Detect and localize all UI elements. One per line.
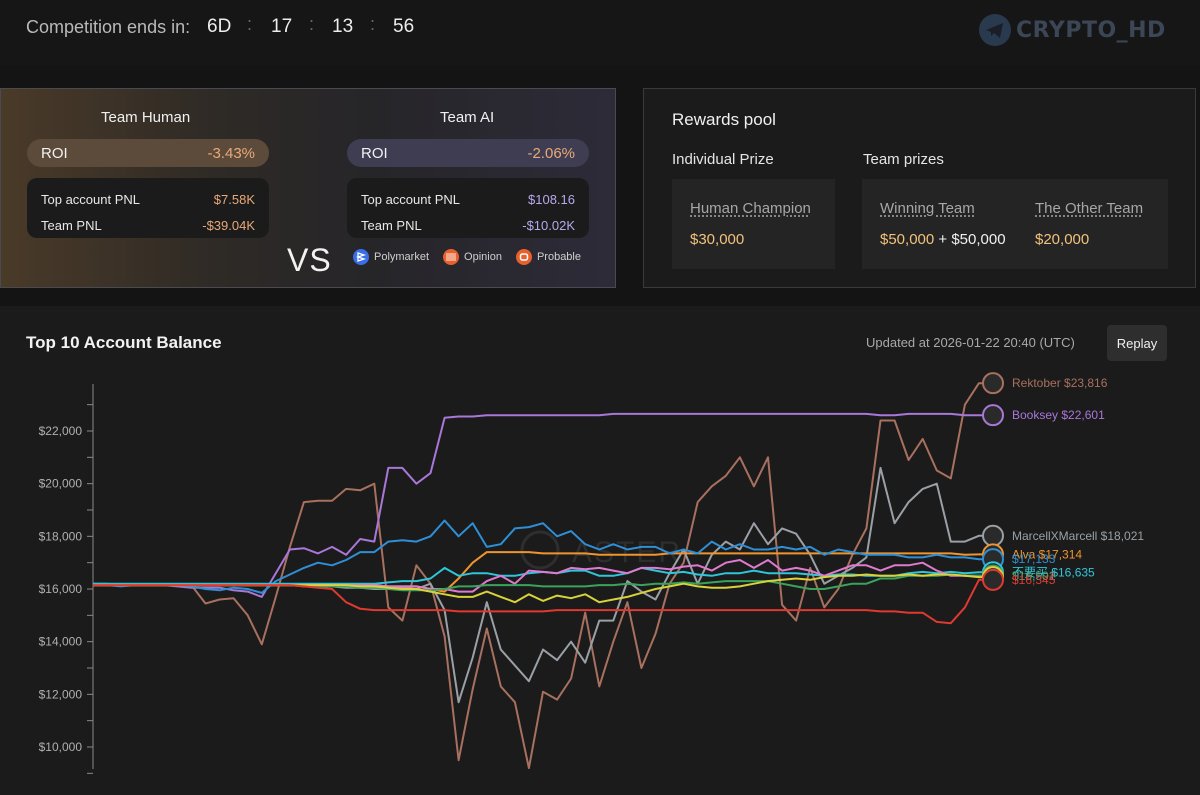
pnl-label: Team PNL (361, 217, 422, 233)
prize-team-box: Winning Team $50,000 + $50,000 The Other… (862, 179, 1168, 269)
pnl-value: -$10.02K (522, 217, 575, 233)
pnl-value: $7.58K (213, 191, 255, 207)
avatar-marker[interactable] (982, 568, 1004, 591)
countdown-days: 6D (207, 16, 232, 37)
y-tick-label: $14,000 (39, 635, 83, 649)
balance-chart-panel: Top 10 Account Balance Updated at 2026-0… (0, 306, 1200, 795)
countdown-seconds: 56 (393, 16, 415, 37)
top-account-pnl-row: Top account PNL $108.16 (361, 186, 575, 212)
countdown-label: Competition ends in: (26, 17, 191, 37)
y-tick-label: $20,000 (39, 477, 83, 491)
probable-icon (515, 249, 532, 265)
roi-value: -3.43% (207, 144, 255, 162)
series-line-rektober[interactable] (93, 382, 993, 770)
watermark-logo: CRYPTO_HD (978, 13, 1166, 47)
rewards-pool-panel: Rewards pool Individual Prize Team prize… (643, 88, 1196, 288)
y-tick-label: $16,000 (39, 582, 83, 596)
pnl-label: Team PNL (41, 217, 102, 233)
source-opinion[interactable]: Opinion (443, 249, 502, 265)
prize-value-a: $50,000 (880, 231, 935, 248)
aster-watermark: ASTER (520, 530, 682, 570)
countdown-separator: : (370, 14, 376, 34)
team-pnl-row: Team PNL -$10.02K (361, 212, 575, 238)
series-end-label: Rektober $23,816 (1012, 376, 1108, 390)
series-end-label: $16,502 (1012, 569, 1056, 583)
series-end-label: Booksey $22,601 (1012, 408, 1105, 422)
countdown-minutes: 13 (332, 16, 354, 37)
pnl-label: Top account PNL (361, 191, 461, 207)
series-end-label: 不要买 $16,635 (1012, 565, 1095, 579)
team-ai-roi: ROI -2.06% (347, 139, 589, 167)
rewards-title: Rewards pool (672, 110, 776, 129)
balance-line-chart: ASTER $10,000 $12,000 $14,000 $16,000 $18,00… (39, 372, 1144, 774)
logo-text: CRYPTO_HD (1016, 17, 1166, 43)
pnl-value: -$39.04K (202, 217, 255, 233)
team-human-pnl: Top account PNL $7.58K Team PNL -$39.04K (27, 178, 269, 238)
team-ai-pnl: Top account PNL $108.16 Team PNL -$10.02… (347, 178, 589, 238)
vs-label: VS (287, 242, 332, 278)
prize-winning-team-value: $50,000 + $50,000 (880, 231, 1006, 248)
telegram-icon (979, 14, 1011, 46)
team-ai-title: Team AI (440, 109, 495, 126)
team-human-title: Team Human (101, 109, 191, 126)
teams-panel: Team Human ROI -3.43% Top account PNL $7… (0, 88, 616, 347)
replay-button[interactable]: Replay (1107, 325, 1167, 361)
roi-label: ROI (361, 144, 388, 162)
team-prizes-label: Team prizes (863, 151, 944, 168)
individual-prize-label: Individual Prize (672, 151, 774, 168)
watermark-text: ASTER (572, 536, 682, 569)
team-pnl-row: Team PNL -$39.04K (41, 212, 255, 238)
source-label: Opinion (464, 251, 502, 263)
y-tick-label: $10,000 (39, 740, 83, 754)
source-probable[interactable]: Probable (515, 249, 581, 265)
roi-value: -2.06% (527, 144, 575, 162)
avatar-marker[interactable] (982, 524, 1004, 547)
team-human-roi: ROI -3.43% (27, 139, 269, 167)
prize-name[interactable]: Human Champion (690, 200, 811, 217)
polymarket-icon (353, 249, 369, 265)
top-account-pnl-row: Top account PNL $7.58K (41, 186, 255, 212)
chart-title: Top 10 Account Balance (26, 333, 222, 352)
series-end-label: $16,345 (1012, 573, 1056, 587)
series-end-label: $16,501 (1012, 569, 1056, 583)
pnl-label: Top account PNL (41, 191, 141, 207)
plus-sign: + (938, 231, 948, 248)
updated-timestamp: Updated at 2026-01-22 20:40 (UTC) (866, 335, 1075, 350)
y-tick-label: $22,000 (39, 424, 83, 438)
avatar-marker[interactable] (982, 372, 1004, 395)
opinion-icon (443, 249, 460, 265)
countdown-separator: : (309, 14, 315, 34)
prize-winning-team-name[interactable]: Winning Team (880, 200, 975, 217)
countdown-separator: : (247, 14, 253, 34)
series-line-blue[interactable] (92, 519, 993, 594)
source-polymarket[interactable]: Polymarket (353, 249, 429, 265)
series-line-red[interactable] (93, 578, 993, 625)
series-end-label: Alva $17,314 (1012, 547, 1082, 561)
y-tick-label: $12,000 (39, 687, 83, 701)
top-bar: Competition ends in: 6D : 17 : 13 : 56 C… (0, 0, 1200, 65)
roi-label: ROI (41, 144, 68, 162)
market-sources: Polymarket Opinion Probable (353, 249, 581, 265)
series-end-label: MarcellXMarcell $18,021 (1012, 529, 1144, 543)
y-tick-label: $18,000 (39, 529, 83, 543)
series-line-booksey[interactable] (93, 412, 993, 598)
series-end-label: $17,133 (1012, 552, 1056, 566)
prize-value-b: $50,000 (951, 231, 1006, 248)
countdown-hours: 17 (271, 16, 293, 37)
prize-other-team-name[interactable]: The Other Team (1035, 200, 1144, 217)
pnl-value: $108.16 (528, 191, 575, 207)
source-label: Probable (536, 251, 581, 263)
avatar-marker[interactable] (982, 404, 1004, 427)
prize-other-team-value: $20,000 (1035, 231, 1090, 248)
prize-human-champion: Human Champion $30,000 (672, 179, 835, 269)
prize-value: $30,000 (690, 231, 745, 248)
source-label: Polymarket (374, 251, 430, 263)
